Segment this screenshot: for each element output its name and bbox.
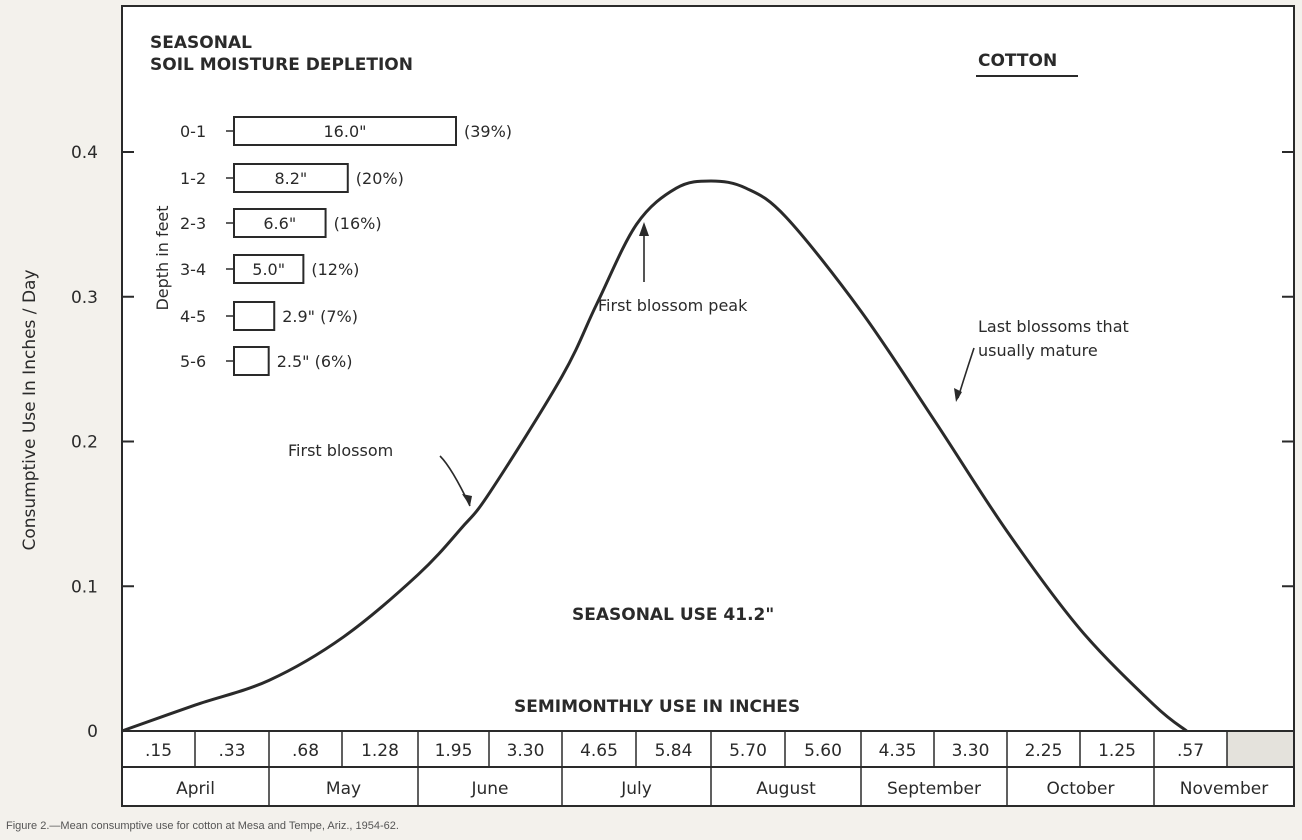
semimonthly-value: 5.84 — [655, 741, 693, 761]
depth-label: 4-5 — [180, 307, 206, 326]
figure-caption: Figure 2.—Mean consumptive use for cotto… — [6, 820, 399, 832]
arrowhead-first-blossom-peak — [639, 222, 649, 236]
month-label: June — [470, 779, 508, 799]
semimonthly-value: .33 — [218, 741, 245, 761]
y-axis: 0.4 0.3 0.2 0.1 0 — [71, 143, 1294, 742]
depth-bar-value: 16.0" — [324, 122, 367, 141]
depth-bar-value: 8.2" — [274, 169, 307, 188]
semimonthly-value: 5.60 — [804, 741, 842, 761]
depth-bar-value: 5.0" — [252, 260, 285, 279]
depth-inset: 0-1 16.0" (39%) 1-2 8.2" (20%) 2-3 6.6" (16%) 3-4… — [180, 116, 512, 376]
depth-bar-percent: (39%) — [464, 122, 512, 141]
depth-bar-percent: (16%) — [334, 214, 382, 233]
depth-label: 5-6 — [180, 352, 206, 371]
semimonthly-table: .15 .33 .68 1.28 1.95 3.30 4.65 5.84 5.70 5.60 4.3… — [122, 730, 1294, 806]
semimonthly-value: 2.25 — [1025, 741, 1063, 761]
annotation-seasonal-use: SEASONAL USE 41.2" — [572, 605, 774, 625]
series-line — [121, 179, 1188, 733]
depth-bar — [233, 301, 276, 331]
chart-subtitle: SOIL MOISTURE DEPLETION — [150, 55, 413, 75]
annotation-last-blossoms-2: usually mature — [978, 341, 1098, 360]
y-axis-label: Consumptive Use In Inches / Day — [20, 269, 40, 550]
depth-bar — [233, 346, 270, 376]
depth-label: 0-1 — [180, 122, 206, 141]
semimonthly-value: 4.35 — [879, 741, 917, 761]
month-label: July — [620, 779, 652, 799]
arrowhead-first-blossom — [462, 494, 472, 506]
semimonthly-title: SEMIMONTHLY USE IN INCHES — [514, 697, 800, 717]
depth-label: 2-3 — [180, 214, 206, 233]
depth-bar-percent: 2.9" (7%) — [282, 307, 358, 326]
depth-bar — [233, 116, 457, 146]
y-tick-label: 0.1 — [71, 577, 98, 597]
chart-title: SEASONAL — [150, 33, 252, 53]
depth-axis-label: Depth in feet — [153, 205, 172, 310]
semimonthly-value: 4.65 — [580, 741, 618, 761]
semimonthly-value: .15 — [145, 741, 172, 761]
depth-label: 1-2 — [180, 169, 206, 188]
y-tick-label: 0.3 — [71, 288, 98, 308]
y-tick-label: 0 — [87, 722, 98, 742]
semimonthly-value: 1.28 — [361, 741, 399, 761]
depth-bar-percent: (20%) — [356, 169, 404, 188]
table-empty-cell — [1227, 731, 1293, 767]
semimonthly-value: 1.25 — [1098, 741, 1136, 761]
semimonthly-value: 3.30 — [952, 741, 990, 761]
crop-label: COTTON — [978, 51, 1057, 71]
depth-bar-percent: (12%) — [311, 260, 359, 279]
annotation-last-blossoms-1: Last blossoms that — [978, 317, 1129, 336]
arrowhead-last-blossoms — [954, 388, 962, 402]
month-label: April — [176, 779, 215, 799]
y-tick-label: 0.4 — [71, 143, 98, 163]
month-label: May — [326, 779, 361, 799]
semimonthly-value: .57 — [1177, 741, 1204, 761]
semimonthly-value: 5.70 — [729, 741, 767, 761]
month-label: September — [887, 779, 981, 799]
semimonthly-value: 3.30 — [507, 741, 545, 761]
semimonthly-value: 1.95 — [435, 741, 473, 761]
month-label: November — [1180, 779, 1268, 799]
annotation-first-blossom: First blossom — [288, 441, 393, 460]
depth-bar — [233, 254, 305, 284]
month-label: August — [756, 779, 816, 799]
depth-bar-percent: 2.5" (6%) — [277, 352, 353, 371]
y-tick-label: 0.2 — [71, 433, 98, 453]
annotation-first-blossom-peak: First blossom peak — [598, 296, 748, 315]
month-label: October — [1046, 779, 1114, 799]
semimonthly-value: .68 — [292, 741, 319, 761]
depth-bar-value: 6.6" — [263, 214, 296, 233]
depth-label: 3-4 — [180, 260, 206, 279]
depth-bar — [233, 163, 349, 193]
depth-bar — [233, 208, 327, 238]
